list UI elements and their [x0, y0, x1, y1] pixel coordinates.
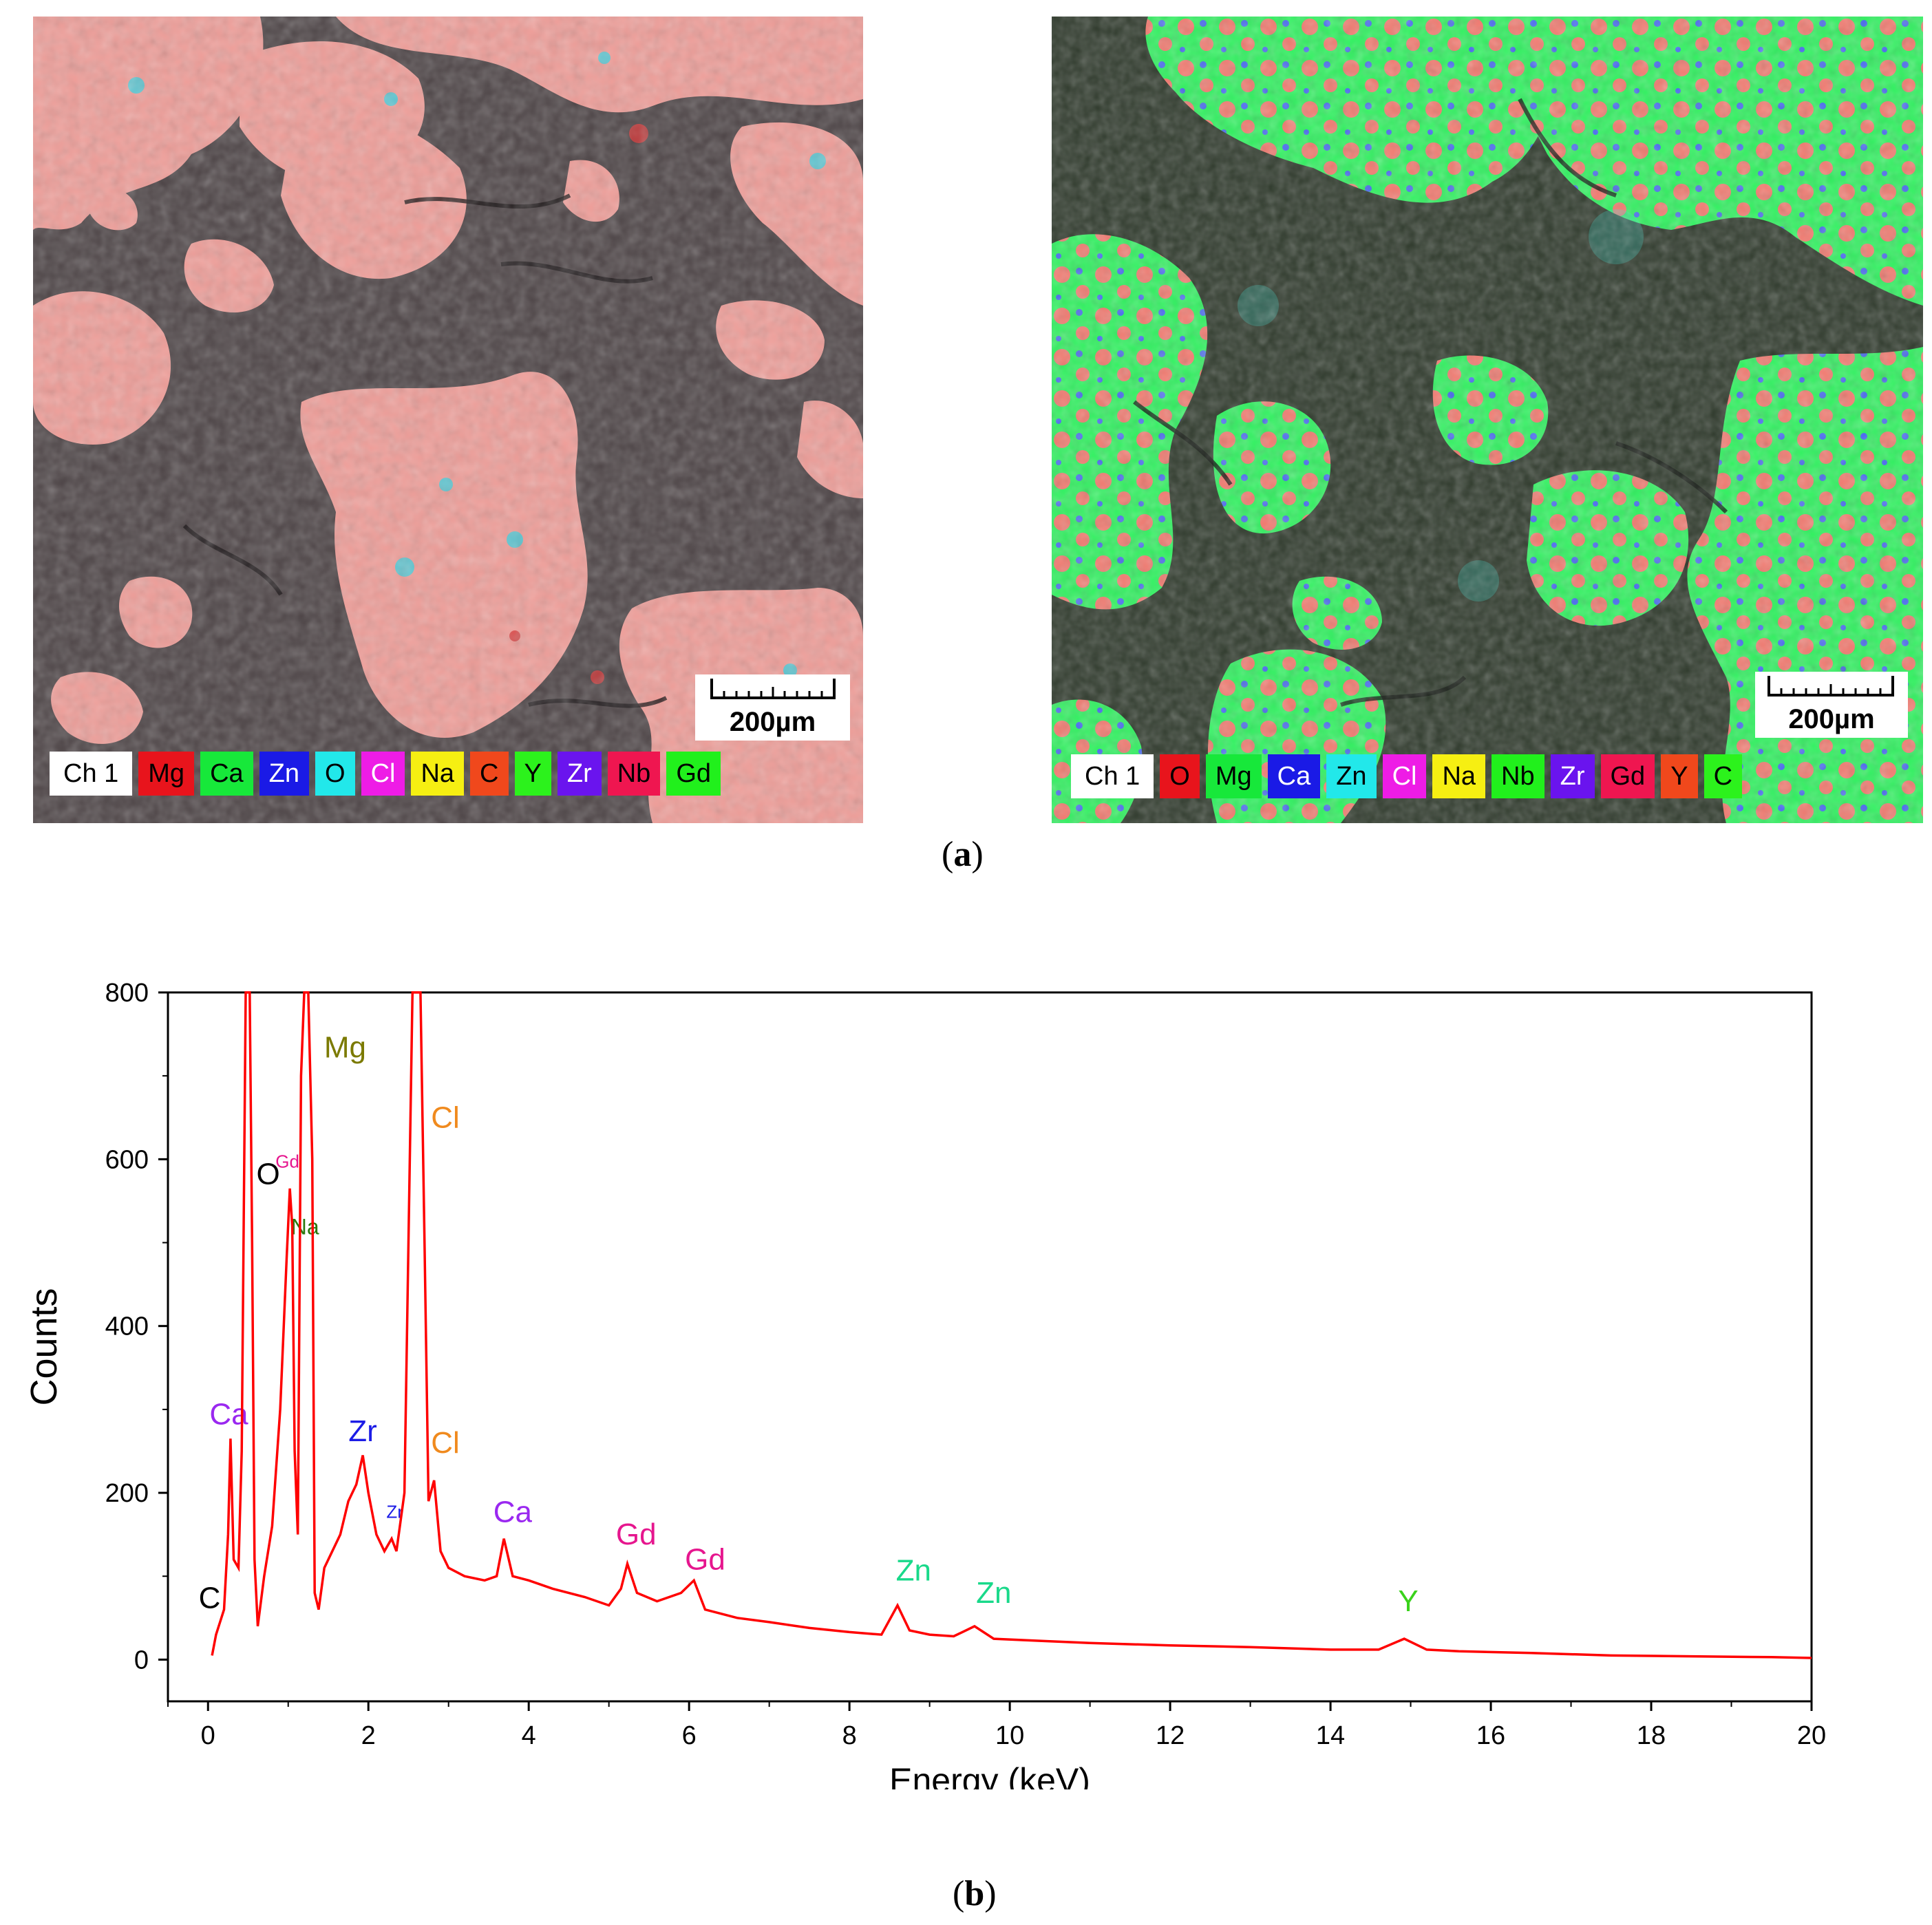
scale-bar-left: 200µm: [695, 674, 850, 741]
x-tick-label: 12: [1156, 1721, 1185, 1750]
x-tick-label: 16: [1476, 1721, 1505, 1750]
scale-bar-right-label: 200µm: [1788, 704, 1875, 734]
peak-label-o: O: [256, 1158, 279, 1191]
eds-map-left: [33, 17, 863, 823]
peak-label-y: Y: [1398, 1584, 1418, 1618]
y-tick-label: 800: [105, 979, 149, 1008]
peak-label-ca: Ca: [493, 1495, 533, 1529]
legend-chip-c: C: [470, 752, 509, 796]
peak-label-na: Na: [291, 1214, 319, 1239]
peak-label-gd: Gd: [685, 1543, 725, 1577]
map-legend-right: Ch 1 O Mg Ca Zn Cl Na Nb Zr Gd Y C: [1071, 754, 1743, 798]
caption-a-open: (: [942, 835, 954, 874]
eds-map-left-image: [33, 17, 863, 823]
peak-label-gd: Gd: [616, 1518, 657, 1551]
legend-chip-zr: Zr: [557, 752, 602, 796]
y-tick-label: 600: [105, 1145, 149, 1174]
legend-chip-na: Na: [1432, 754, 1486, 798]
x-tick-label: 20: [1797, 1721, 1826, 1750]
caption-a: (a): [942, 834, 984, 875]
x-tick-label: 10: [995, 1721, 1024, 1750]
peak-label-mg: Mg: [324, 1031, 366, 1065]
eds-map-right-image: [1052, 17, 1923, 823]
x-tick-label: 4: [522, 1721, 536, 1750]
x-tick-label: 8: [842, 1721, 857, 1750]
caption-b-letter: b: [964, 1874, 985, 1913]
legend-channel-label: Ch 1: [1071, 754, 1154, 798]
scale-bar-right: 200µm: [1755, 672, 1908, 738]
x-tick-label: 2: [361, 1721, 376, 1750]
x-tick-label: 18: [1637, 1721, 1666, 1750]
peak-label-zr: Zr: [348, 1414, 377, 1448]
x-tick-label: 14: [1316, 1721, 1345, 1750]
legend-chip-nb: Nb: [607, 752, 661, 796]
caption-a-close: ): [971, 835, 984, 874]
legend-chip-ca: Ca: [200, 752, 253, 796]
legend-chip-gd: Gd: [1600, 754, 1655, 798]
legend-chip-c: C: [1703, 754, 1743, 798]
legend-chip-y: Y: [1661, 754, 1698, 798]
series-line-spectrum: [211, 991, 1812, 1659]
legend-chip-o: O: [1160, 754, 1200, 798]
scale-bar-right-ruler: [1768, 676, 1894, 696]
x-tick-label: 0: [201, 1721, 215, 1750]
legend-chip-o: O: [315, 752, 355, 796]
eds-map-right: [1052, 17, 1923, 823]
legend-chip-y: Y: [514, 752, 551, 796]
y-tick-label: 0: [134, 1646, 149, 1674]
peak-label-zn: Zn: [896, 1553, 931, 1587]
legend-chip-nb: Nb: [1492, 754, 1544, 798]
legend-chip-mg: Mg: [138, 752, 195, 796]
legend-chip-gd: Gd: [666, 752, 721, 796]
y-tick-label: 400: [105, 1312, 149, 1341]
y-tick-label: 200: [105, 1479, 149, 1508]
peak-label-c: C: [199, 1581, 221, 1615]
caption-b-open: (: [953, 1874, 965, 1913]
peak-label-cl: Cl: [431, 1100, 460, 1134]
peak-label-zn: Zn: [976, 1576, 1011, 1610]
legend-chip-zn: Zn: [259, 752, 310, 796]
scale-bar-left-label: 200µm: [729, 707, 816, 737]
x-axis-label: Energy (keV): [889, 1761, 1090, 1789]
legend-chip-na: Na: [411, 752, 465, 796]
legend-channel-label: Ch 1: [50, 752, 133, 796]
plot-frame: [167, 991, 1813, 1703]
legend-chip-ca: Ca: [1267, 754, 1321, 798]
peak-label-gd: Gd: [275, 1151, 299, 1171]
chart-axes: [167, 991, 1813, 1703]
caption-b: (b): [953, 1873, 997, 1914]
peak-label-cl: Cl: [431, 1426, 460, 1460]
map-legend-left: Ch 1 Mg Ca Zn O Cl Na C Y Zr Nb Gd: [50, 752, 721, 796]
caption-b-close: ): [984, 1874, 997, 1913]
x-tick-label: 6: [682, 1721, 697, 1750]
scale-bar-left-ruler: [710, 679, 836, 699]
legend-chip-zn: Zn: [1326, 754, 1377, 798]
legend-chip-cl: Cl: [1382, 754, 1427, 798]
legend-chip-mg: Mg: [1205, 754, 1262, 798]
legend-chip-zr: Zr: [1550, 754, 1595, 798]
legend-chip-cl: Cl: [361, 752, 405, 796]
y-axis-label: Counts: [23, 1288, 65, 1405]
caption-a-letter: a: [953, 835, 972, 874]
